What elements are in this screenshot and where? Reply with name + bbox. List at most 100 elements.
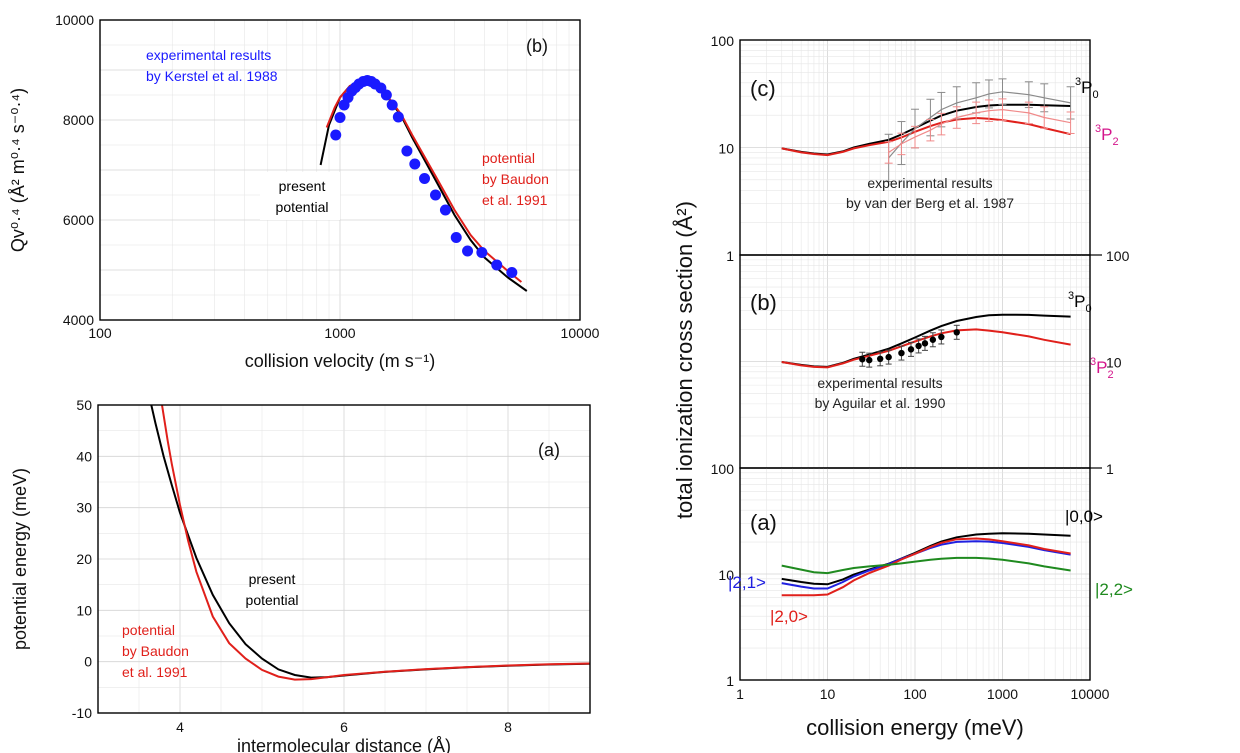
panel-label: (b) [750, 290, 777, 315]
y-tick-label-right: 10 [1106, 355, 1122, 371]
annotation-present-potential: potential [246, 592, 299, 608]
x-tick-label: 100 [88, 325, 112, 341]
annotation-baudon: potential [122, 622, 175, 638]
data-point [450, 232, 462, 243]
x-tick-label: 10000 [561, 325, 600, 341]
series-line [161, 405, 590, 681]
panel-2: (a) 1 10 100 [711, 461, 1091, 689]
data-point [921, 340, 929, 347]
x-tick-label: 6 [340, 719, 348, 735]
state-label-sub: 0 [1092, 89, 1098, 101]
y-tick-label: 100 [711, 33, 735, 49]
data-point [859, 356, 866, 363]
data-point [898, 349, 905, 357]
data-point [915, 342, 922, 350]
y-tick-label: 0 [84, 654, 92, 670]
series-line [781, 328, 1071, 369]
x-tick-label: 1000 [987, 686, 1018, 702]
y-axis-label: total ionization cross section (Å²) [672, 201, 697, 519]
annotation-present-potential: present [249, 571, 296, 587]
x-tick-label: 8 [504, 719, 512, 735]
y-axis-label: Qv⁰·⁴ (Å² m⁰·⁴ s⁻⁰·⁴) [8, 88, 28, 252]
data-point [462, 245, 474, 257]
state-label: 3P2 [1095, 123, 1119, 148]
y-tick-label: 40 [76, 448, 92, 464]
x-tick-label: 1 [736, 686, 744, 702]
y-tick-label: 1 [726, 248, 734, 264]
state-label: 3P0 [1075, 76, 1099, 101]
series-line [888, 91, 1071, 159]
x-axis-label: collision energy (meV) [806, 715, 1024, 740]
data-point [409, 158, 421, 170]
annotation-baudon: et al. 1991 [482, 192, 548, 208]
state-label-main: P [1074, 292, 1085, 311]
chart-bottom-left: 4 6 8 -10 0 10 20 30 40 50 intermolecular distance… [10, 397, 591, 753]
series-line [888, 108, 1071, 153]
data-point [938, 333, 945, 341]
data-point [885, 353, 892, 361]
panel-1: (b) 1 10 100 [739, 248, 1130, 477]
data-point [953, 329, 960, 336]
y-tick-label: 6000 [63, 212, 94, 228]
data-point [386, 99, 398, 111]
annotation-aguilar: experimental results [817, 375, 942, 391]
data-point [876, 355, 884, 363]
y-tick-label: 100 [711, 461, 735, 477]
y-tick-label: 30 [76, 500, 92, 516]
annotation-van-der-berg: experimental results [867, 175, 992, 191]
data-point [430, 189, 442, 201]
state-label: 3P2 [1090, 356, 1114, 381]
state-label-main: P [1081, 78, 1092, 97]
annotation-van-der-berg: by van der Berg et al. 1987 [846, 195, 1014, 211]
data-point [392, 111, 404, 123]
panel-label: (c) [750, 76, 776, 101]
series-label: |2,0> [770, 607, 808, 626]
y-tick-label: 10000 [55, 12, 94, 28]
state-label-sup: 3 [1090, 356, 1096, 368]
series-line [781, 537, 1071, 597]
series-label: |0,0> [1065, 507, 1103, 526]
annotation-aguilar: by Aguilar et al. 1990 [815, 395, 946, 411]
data-point [401, 145, 413, 157]
y-tick-label-right: 100 [1106, 248, 1130, 264]
data-point [419, 173, 431, 184]
annotation-present-potential: present [279, 178, 326, 194]
x-tick-label: 1000 [324, 325, 355, 341]
y-tick-label: 1 [726, 673, 734, 689]
annotation-baudon: by Baudon [122, 643, 189, 659]
label-background [260, 172, 340, 220]
state-label-sup: 3 [1075, 76, 1081, 88]
x-tick-label: 4 [176, 719, 184, 735]
state-label-sub: 2 [1112, 136, 1118, 148]
y-tick-label: 20 [76, 551, 92, 567]
panel-label: (b) [526, 36, 548, 56]
series-label: |2,2> [1095, 580, 1133, 599]
y-tick-label: 8000 [63, 112, 94, 128]
plot-frame [739, 467, 1091, 681]
annotation-kerstel: by Kerstel et al. 1988 [146, 68, 278, 84]
y-tick-label: 10 [718, 141, 734, 157]
data-point [929, 336, 937, 343]
data-point [476, 247, 488, 258]
state-label-sub: 2 [1107, 369, 1113, 381]
state-label-sub: 0 [1085, 303, 1091, 315]
y-tick-label: 4000 [63, 312, 94, 328]
panel-label: (a) [538, 440, 560, 460]
data-point [491, 259, 503, 271]
data-point [907, 346, 915, 353]
x-tick-label: 100 [903, 686, 927, 702]
annotation-baudon: et al. 1991 [122, 664, 188, 680]
y-tick-label-right: 1 [1106, 461, 1114, 477]
series-line [781, 556, 1071, 575]
data-point [380, 89, 392, 101]
x-axis-label: collision velocity (m s⁻¹) [245, 351, 436, 371]
state-label-sup: 3 [1068, 290, 1074, 302]
state-label-main: P [1101, 125, 1112, 144]
annotation-baudon: by Baudon [482, 171, 549, 187]
panel-label: (a) [750, 510, 777, 535]
y-tick-label: 50 [76, 397, 92, 413]
series-label: |2,1> [728, 573, 766, 592]
data-point [330, 129, 342, 141]
annotation-present-potential: potential [276, 199, 329, 215]
